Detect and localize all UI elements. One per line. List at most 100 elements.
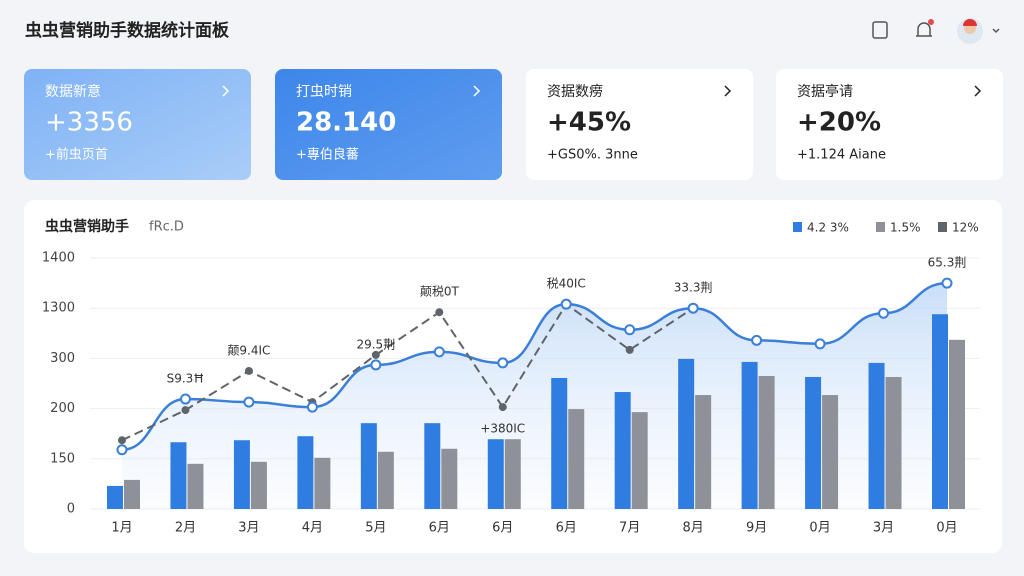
y-tick-label: 300 bbox=[50, 351, 75, 366]
page-title: 虫虫营销助手数据统计面板 bbox=[25, 20, 230, 41]
bar bbox=[170, 442, 187, 509]
bar bbox=[233, 440, 250, 509]
x-tick-label: 6月 bbox=[429, 521, 450, 536]
bar bbox=[504, 439, 521, 509]
avatar-hair bbox=[963, 19, 977, 26]
x-tick-label: 0月 bbox=[809, 521, 830, 536]
legend-swatch[interactable] bbox=[793, 222, 802, 232]
y-tick-label: 200 bbox=[50, 401, 75, 416]
bar bbox=[551, 377, 568, 509]
card-sub: +專伯良蕃 bbox=[296, 147, 359, 163]
legend-label[interactable]: 12% bbox=[952, 221, 979, 235]
trend-point bbox=[433, 346, 445, 358]
stat-card[interactable] bbox=[526, 69, 753, 180]
x-tick-label: 6月 bbox=[556, 521, 577, 536]
stat-card[interactable] bbox=[275, 69, 502, 180]
trend-area bbox=[122, 283, 947, 509]
trend-point bbox=[243, 396, 255, 408]
legend-label[interactable]: 4.2 3% bbox=[807, 221, 849, 235]
x-tick-label: 8月 bbox=[683, 521, 704, 536]
bar bbox=[568, 409, 585, 509]
bar bbox=[107, 485, 123, 509]
bar bbox=[314, 457, 331, 509]
card-arrow[interactable] bbox=[473, 85, 481, 97]
dashed-point bbox=[371, 350, 380, 359]
x-tick-label: 1月 bbox=[111, 521, 132, 536]
dashed-line bbox=[121, 302, 694, 442]
x-tick-label: 9月 bbox=[746, 521, 767, 536]
x-tick-label: 4月 bbox=[302, 521, 323, 536]
trend-point bbox=[370, 359, 382, 371]
card-label: 数据新意 bbox=[45, 83, 101, 100]
x-tick-label: 0月 bbox=[936, 521, 957, 536]
legend-swatch[interactable] bbox=[876, 222, 885, 232]
card-arrow[interactable] bbox=[724, 85, 732, 97]
annotation: 颠9.4IC bbox=[227, 342, 270, 357]
bar bbox=[822, 395, 839, 509]
card-label: 资据亭请 bbox=[797, 83, 853, 100]
bar bbox=[949, 339, 965, 509]
card-arrow[interactable] bbox=[222, 85, 230, 97]
bar bbox=[124, 479, 140, 509]
bar bbox=[678, 358, 695, 509]
trend-point bbox=[878, 307, 890, 319]
y-tick-label: 0 bbox=[67, 502, 75, 517]
dashed-point bbox=[625, 345, 634, 354]
card-value: +20% bbox=[797, 108, 881, 138]
y-tick-label: 1300 bbox=[42, 301, 75, 316]
annotation: 29.5荆 bbox=[356, 337, 395, 351]
trend-point bbox=[497, 357, 509, 369]
dashed-point bbox=[244, 366, 253, 375]
notification-dot bbox=[928, 19, 934, 25]
bar bbox=[695, 395, 712, 509]
x-tick-label: 3月 bbox=[873, 521, 894, 536]
legend-swatch[interactable] bbox=[938, 222, 947, 232]
trend-point bbox=[751, 334, 763, 346]
trend-point bbox=[941, 277, 953, 289]
x-tick-label: 2月 bbox=[175, 521, 196, 536]
legend-label[interactable]: 1.5% bbox=[890, 221, 921, 235]
stat-card[interactable] bbox=[776, 69, 1003, 180]
card-arrow[interactable] bbox=[974, 85, 982, 97]
annotation: 65.3荆 bbox=[928, 256, 967, 270]
bar bbox=[487, 439, 504, 509]
dashed-point bbox=[498, 403, 507, 412]
plot: 0 150 200 300 1300 1400 S9.3Ħ 颠9.4IC 29.5荆 颠税0T +3… bbox=[42, 221, 980, 536]
dashed-point bbox=[435, 308, 444, 317]
bar bbox=[250, 461, 267, 509]
bar bbox=[424, 423, 441, 509]
calendar-icon[interactable] bbox=[872, 21, 888, 39]
toolbar[interactable] bbox=[872, 18, 1000, 44]
annotation: +380IC bbox=[480, 422, 525, 436]
bar bbox=[360, 423, 377, 509]
bar bbox=[297, 436, 314, 509]
bar bbox=[932, 314, 948, 509]
trend-point bbox=[306, 401, 318, 413]
bar bbox=[741, 361, 758, 509]
annotation: S9.3Ħ bbox=[167, 372, 205, 386]
dropdown-arrow[interactable] bbox=[992, 28, 1000, 34]
bar bbox=[868, 362, 885, 509]
annotation: 税40IC bbox=[547, 277, 586, 291]
card-value: +3356 bbox=[45, 108, 133, 138]
x-tick-label: 5月 bbox=[365, 521, 386, 536]
x-tick-label: 3月 bbox=[238, 521, 259, 536]
trend-point bbox=[116, 444, 128, 456]
bar bbox=[614, 392, 631, 509]
chart-title: 虫虫营销助手 bbox=[45, 218, 129, 235]
card-label: 打虫时销 bbox=[296, 83, 352, 100]
bell-icon[interactable] bbox=[916, 22, 932, 37]
dashed-point bbox=[181, 406, 190, 415]
trend-point bbox=[814, 338, 826, 350]
trend-line bbox=[121, 281, 948, 452]
bar bbox=[631, 412, 648, 509]
bar bbox=[885, 376, 902, 509]
annotation: 33.3荆 bbox=[674, 281, 713, 295]
card-value: 28.140 bbox=[296, 108, 396, 138]
x-tick-label: 6月 bbox=[492, 521, 513, 536]
y-tick-label: 150 bbox=[50, 451, 75, 466]
stat-card[interactable] bbox=[24, 69, 251, 180]
x-tick-label: 7月 bbox=[619, 521, 640, 536]
cards: 数据新意 +3356 +前虫页首 打虫时销 28.140 +專伯良蕃 资据数痨 +45% +GS… bbox=[24, 69, 1003, 180]
